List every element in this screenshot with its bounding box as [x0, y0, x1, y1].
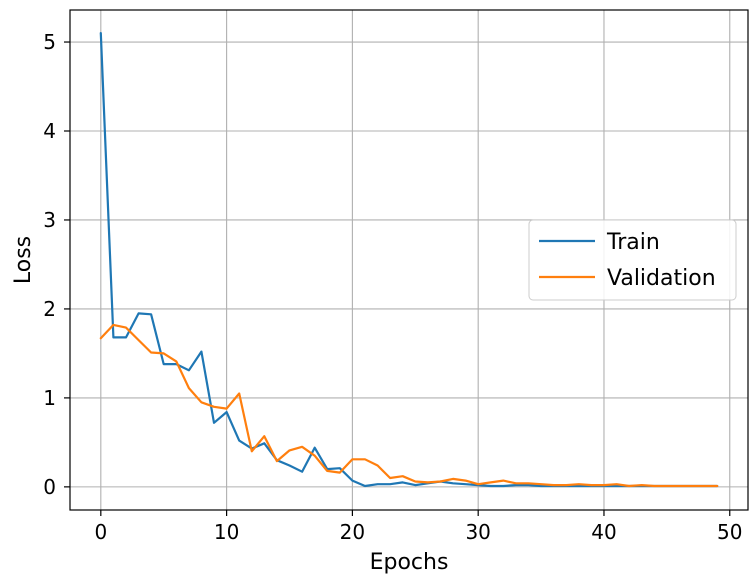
x-axis-label: Epochs — [370, 550, 449, 575]
x-tick-label: 30 — [465, 520, 490, 544]
series-line-validation — [99, 323, 719, 488]
y-tick-label: 3 — [43, 208, 56, 232]
y-tick-label: 4 — [43, 119, 56, 143]
y-tick-label: 5 — [43, 30, 56, 54]
x-tick-label: 10 — [214, 520, 239, 544]
y-tick-label: 2 — [43, 297, 56, 321]
y-axis-label: Loss — [11, 236, 36, 284]
series-line-train — [99, 31, 719, 488]
x-tick-label: 0 — [94, 520, 107, 544]
x-tick-label: 20 — [340, 520, 365, 544]
plot-frame — [69, 9, 749, 511]
axis-ticks: 0 10 20 30 40 50 0 1 2 3 4 5 — [43, 30, 742, 544]
legend-label-validation: Validation — [607, 266, 716, 291]
x-tick-label: 40 — [591, 520, 616, 544]
x-tick-label: 50 — [717, 520, 742, 544]
series-lines — [99, 31, 719, 488]
y-tick-label: 0 — [43, 475, 56, 499]
legend-label-train: Train — [606, 230, 660, 255]
y-tick-label: 1 — [43, 386, 56, 410]
legend: Train Validation — [528, 219, 737, 301]
